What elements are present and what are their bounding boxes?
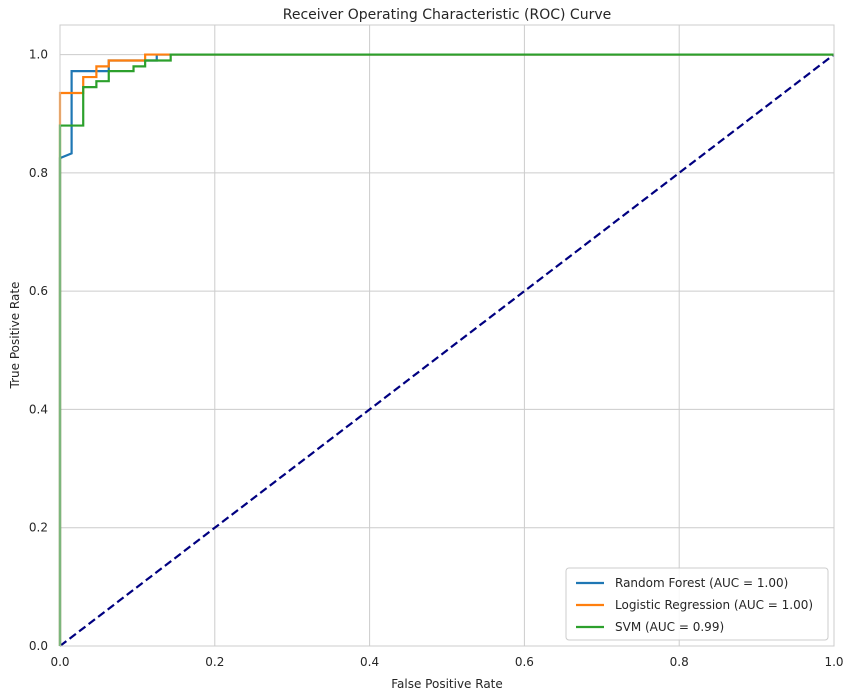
series-line-2 <box>58 53 834 646</box>
tick-labels: 0.0 0.2 0.4 0.6 0.8 1.0 0.0 0.2 0.4 0.6 0.8 1.0 <box>29 48 844 669</box>
x-tick-label: 0.6 <box>515 655 534 669</box>
reference-diagonal-line <box>59 53 835 647</box>
x-tick-label: 0.0 <box>50 655 69 669</box>
y-tick-label: 0.0 <box>29 639 48 653</box>
series-layer <box>58 53 835 647</box>
legend-box <box>565 567 829 641</box>
legend-label-2: SVM (AUC = 0.99) <box>615 620 724 634</box>
x-tick-label: 0.2 <box>205 655 224 669</box>
y-axis-label: True Positive Rate <box>8 282 22 390</box>
y-tick-label: 1.0 <box>29 48 48 62</box>
legend-label-1: Logistic Regression (AUC = 1.00) <box>615 598 813 612</box>
x-axis-label: False Positive Rate <box>391 677 503 691</box>
x-tick-label: 1.0 <box>824 655 843 669</box>
legend-label-0: Random Forest (AUC = 1.00) <box>615 576 788 590</box>
chart-title: Receiver Operating Characteristic (ROC) … <box>283 7 612 23</box>
y-tick-label: 0.8 <box>29 166 48 180</box>
plot-frame <box>59 24 835 647</box>
legend: Random Forest (AUC = 1.00) Logistic Regr… <box>565 567 829 641</box>
y-tick-label: 0.6 <box>29 284 48 298</box>
x-tick-label: 0.8 <box>670 655 689 669</box>
y-tick-label: 0.4 <box>29 402 48 416</box>
y-tick-label: 0.2 <box>29 521 48 535</box>
x-tick-label: 0.4 <box>360 655 379 669</box>
plot-background <box>60 25 834 646</box>
